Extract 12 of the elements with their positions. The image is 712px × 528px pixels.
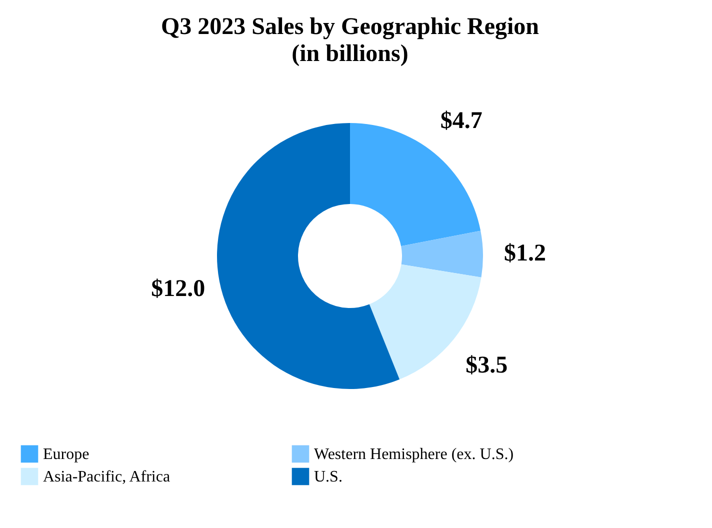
legend-label: Europe	[43, 446, 90, 463]
chart-subtitle: (in billions)	[292, 41, 408, 67]
donut-slice	[217, 123, 400, 389]
legend-label: Western Hemisphere (ex. U.S.)	[314, 446, 514, 463]
data-label: $3.5	[466, 352, 508, 378]
data-label: $4.7	[440, 108, 482, 134]
donut-slice	[401, 230, 483, 278]
chart-title: Q3 2023 Sales by Geographic Region	[160, 14, 540, 40]
data-label: $12.0	[151, 276, 206, 302]
data-label: $1.2	[504, 240, 546, 266]
legend-label: Asia-Pacific, Africa	[43, 468, 170, 486]
legend-label: U.S.	[314, 468, 342, 486]
